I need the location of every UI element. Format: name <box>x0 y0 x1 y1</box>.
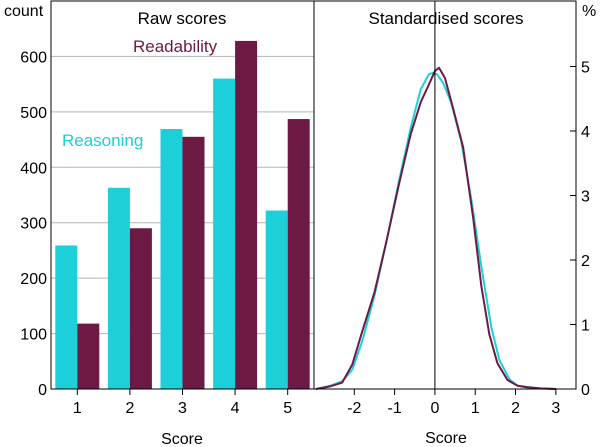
x-tick-label-raw: 4 <box>231 400 240 417</box>
bar-readability <box>77 323 100 389</box>
bar-readability <box>235 40 258 390</box>
y-tick-label-left: 200 <box>20 271 47 288</box>
x-tick-label-raw: 5 <box>283 400 292 417</box>
bar-readability <box>287 119 310 389</box>
x-tick-label-raw: 2 <box>125 400 134 417</box>
bar-reasoning <box>265 210 288 389</box>
line-reasoning <box>315 71 556 390</box>
panel-title-raw: Raw scores <box>138 9 227 28</box>
x-tick-label-standardised: -2 <box>347 400 361 417</box>
left-axis-label: count <box>4 3 44 20</box>
x-tick-label-standardised: -1 <box>387 400 401 417</box>
bar-reasoning <box>107 187 130 389</box>
x-tick-label-raw: 3 <box>178 400 187 417</box>
tick-labels: 0 100 200 300 400 500 600 1 2 3 4 5 0 1 2 3 4 5 -2 -1 0 1 2 3 <box>20 49 590 417</box>
x-axis-label-standardised: Score <box>425 430 467 447</box>
panel-title-standardised: Standardised scores <box>369 9 524 28</box>
frame <box>50 0 577 395</box>
y-tick-label-right: 3 <box>581 189 590 206</box>
y-tick-label-left: 600 <box>20 49 47 66</box>
bars <box>55 40 310 390</box>
legend-readability: Readability <box>133 37 218 56</box>
x-tick-label-standardised: 0 <box>430 400 439 417</box>
bar-reasoning <box>160 129 183 390</box>
x-tick-label-raw: 1 <box>73 400 82 417</box>
x-tick-label-standardised: 3 <box>551 400 560 417</box>
y-tick-label-right: 2 <box>581 253 590 270</box>
right-axis-label: % <box>582 3 596 20</box>
y-tick-label-left: 500 <box>20 105 47 122</box>
y-tick-label-left: 300 <box>20 216 47 233</box>
x-tick-label-standardised: 2 <box>511 400 520 417</box>
bar-readability <box>129 228 152 389</box>
y-tick-label-right: 1 <box>581 318 590 335</box>
bar-reasoning <box>55 245 78 389</box>
x-axis-label-raw: Score <box>161 431 203 447</box>
bar-reasoning <box>213 78 236 389</box>
x-tick-label-standardised: 1 <box>471 400 480 417</box>
y-tick-label-left: 100 <box>20 327 47 344</box>
lines <box>315 66 556 390</box>
y-tick-label-right: 4 <box>581 124 590 141</box>
legend-reasoning: Reasoning <box>62 131 143 150</box>
y-tick-label-right: 5 <box>581 60 590 77</box>
labels: count % Raw scores Standardised scores R… <box>4 3 596 447</box>
y-tick-label-right: 0 <box>581 382 590 399</box>
y-tick-label-left: 400 <box>20 160 47 177</box>
y-tick-label-left: 0 <box>38 382 47 399</box>
line-readability <box>315 66 556 390</box>
bar-readability <box>182 136 205 389</box>
